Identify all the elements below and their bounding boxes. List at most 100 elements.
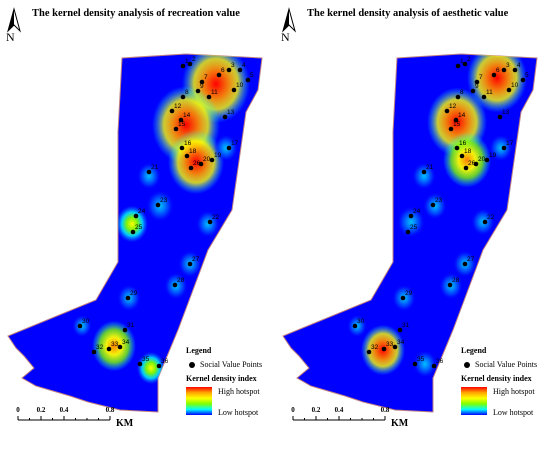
point-label: 10 [236, 82, 244, 89]
point-symbol-icon [464, 361, 470, 368]
scale-tick-label: 0.2 [312, 406, 321, 414]
hotspot-blob [196, 210, 220, 238]
social-value-point [447, 282, 453, 288]
social-value-point [453, 117, 459, 123]
social-value-point [474, 79, 480, 85]
social-value-point [473, 161, 479, 167]
social-value-point [448, 126, 454, 132]
legend-ramp-title: Kernel density index [461, 374, 532, 383]
point-label: 23 [435, 197, 443, 204]
point-label: 7 [204, 74, 208, 81]
north-arrow-icon [7, 7, 21, 33]
scale-tick-label: 0.4 [60, 406, 69, 414]
point-label: 16 [459, 140, 467, 147]
social-value-point [187, 261, 193, 267]
color-ramp [461, 387, 487, 415]
social-value-point [231, 87, 237, 93]
point-label: 35 [142, 356, 150, 363]
hotspot-blob [92, 320, 136, 372]
social-value-point [117, 344, 123, 350]
social-value-point [179, 145, 185, 151]
social-value-point [462, 61, 468, 67]
social-value-point [455, 63, 461, 69]
point-label: 28 [177, 277, 185, 284]
social-value-point [226, 145, 232, 151]
point-label: 13 [502, 109, 510, 116]
legend-points-label: Social Value Points [200, 360, 263, 369]
point-label: 26 [193, 160, 201, 167]
social-value-point [146, 169, 152, 175]
map-panel-recreation: N The kernel density analysis of recreat… [6, 7, 276, 429]
scale-tick-label: 0.8 [106, 406, 115, 414]
point-label: 25 [135, 224, 143, 231]
hotspot-blob [489, 134, 513, 162]
point-label: 4 [242, 62, 246, 69]
legend-low-label: Low hotspot [493, 408, 534, 417]
hotspot-blob [137, 162, 161, 190]
social-value-point [392, 344, 398, 350]
point-label: 1 [185, 58, 189, 65]
legend-ramp-title: Kernel density index [186, 374, 257, 383]
point-label: 22 [212, 214, 220, 221]
scale-tick-label: 0.2 [37, 406, 46, 414]
point-label: 23 [160, 197, 168, 204]
social-value-point [470, 88, 476, 94]
social-value-point [501, 145, 507, 151]
point-label: 3 [231, 62, 235, 69]
legend: Legend Social Value Points Kernel densit… [186, 346, 276, 417]
point-label: 9 [475, 83, 479, 90]
legend-points-label: Social Value Points [475, 360, 538, 369]
point-label: 27 [192, 256, 200, 263]
point-label: 18 [464, 148, 472, 155]
point-label: 32 [96, 344, 104, 351]
point-label: 21 [426, 164, 434, 171]
social-value-point [400, 295, 406, 301]
point-label: 31 [127, 322, 135, 329]
social-value-point [431, 363, 437, 369]
density-hotspots [347, 54, 527, 378]
point-label: 12 [449, 103, 457, 110]
social-value-point [184, 153, 190, 159]
social-value-point [381, 346, 387, 352]
social-value-point [352, 323, 358, 329]
social-value-point [484, 157, 490, 163]
point-label: 4 [517, 62, 521, 69]
point-label: 16 [184, 140, 192, 147]
point-label: 5 [525, 72, 529, 79]
social-value-point [481, 94, 487, 100]
social-value-point [137, 361, 143, 367]
social-value-point [173, 126, 179, 132]
point-label: 32 [371, 344, 379, 351]
point-label: 27 [467, 256, 475, 263]
scale-unit-label: KM [391, 418, 409, 429]
point-label: 20 [203, 156, 211, 163]
hotspot-blob [443, 132, 491, 188]
point-label: 8 [460, 89, 464, 96]
social-value-point [491, 72, 497, 78]
point-label: 8 [185, 89, 189, 96]
scale-unit-label: KM [116, 418, 134, 429]
point-label: 24 [138, 208, 146, 215]
social-value-point [155, 202, 161, 208]
point-label: 28 [452, 277, 460, 284]
legend-title: Legend [461, 346, 487, 355]
legend: Legend Social Value Points Kernel densit… [461, 346, 550, 417]
point-label: 34 [122, 339, 130, 346]
point-label: 30 [82, 318, 90, 325]
social-value-point [397, 327, 403, 333]
point-symbol-icon [189, 361, 195, 368]
scale-bar: 0 0.2 0.4 0.8KM [291, 406, 409, 429]
social-value-point [459, 153, 465, 159]
point-label: 30 [357, 318, 365, 325]
point-label: 11 [486, 89, 493, 96]
social-value-point [430, 202, 436, 208]
social-value-point [226, 67, 232, 73]
social-value-point [245, 77, 251, 83]
social-value-point [421, 169, 427, 175]
social-value-point [237, 67, 243, 73]
social-value-point [122, 327, 128, 333]
social-value-point [520, 77, 526, 83]
social-value-point [454, 145, 460, 151]
